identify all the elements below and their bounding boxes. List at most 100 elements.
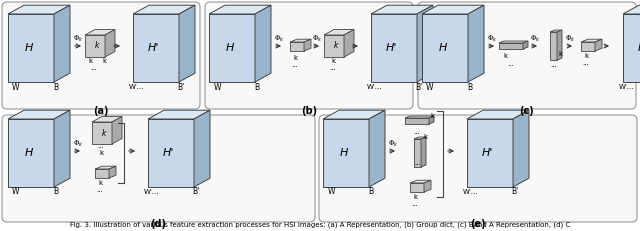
Text: $\Phi_k$: $\Phi_k$ xyxy=(486,34,497,44)
Text: k: k xyxy=(293,55,297,61)
Text: H: H xyxy=(24,43,33,53)
Polygon shape xyxy=(468,5,484,82)
Text: W: W xyxy=(213,82,221,91)
Polygon shape xyxy=(148,119,194,187)
Polygon shape xyxy=(8,110,70,119)
Polygon shape xyxy=(623,5,640,14)
Polygon shape xyxy=(410,183,424,192)
Text: B': B' xyxy=(177,82,184,91)
Polygon shape xyxy=(85,30,115,35)
Polygon shape xyxy=(595,39,602,51)
Text: B: B xyxy=(467,82,472,91)
Polygon shape xyxy=(323,119,369,187)
Polygon shape xyxy=(422,5,484,14)
Text: k: k xyxy=(88,58,92,64)
Polygon shape xyxy=(405,118,429,124)
Text: $\Phi_k$: $\Phi_k$ xyxy=(564,34,575,44)
Polygon shape xyxy=(410,180,431,183)
Text: W'...: W'... xyxy=(463,189,479,195)
Text: W: W xyxy=(12,188,20,197)
Text: H': H' xyxy=(638,43,640,53)
Polygon shape xyxy=(429,116,434,124)
Text: B: B xyxy=(255,82,260,91)
FancyBboxPatch shape xyxy=(418,2,636,109)
Text: H': H' xyxy=(148,43,159,53)
Polygon shape xyxy=(54,110,70,187)
Polygon shape xyxy=(255,5,271,82)
Polygon shape xyxy=(369,110,385,187)
Polygon shape xyxy=(581,42,595,51)
Polygon shape xyxy=(179,5,195,82)
Polygon shape xyxy=(344,30,354,57)
Polygon shape xyxy=(290,39,311,42)
Polygon shape xyxy=(414,137,426,139)
Polygon shape xyxy=(324,35,344,57)
Text: ...: ... xyxy=(97,187,104,193)
Polygon shape xyxy=(8,14,54,82)
Text: H: H xyxy=(339,148,348,158)
Polygon shape xyxy=(95,169,109,178)
FancyBboxPatch shape xyxy=(205,2,413,109)
Polygon shape xyxy=(499,41,528,43)
Text: $\Phi_k$: $\Phi_k$ xyxy=(274,34,284,44)
Polygon shape xyxy=(323,110,385,119)
FancyBboxPatch shape xyxy=(319,115,637,222)
Text: $\Phi_k$: $\Phi_k$ xyxy=(73,139,83,149)
Text: ...: ... xyxy=(330,65,337,71)
Text: k: k xyxy=(98,180,102,186)
Text: $\Phi_k$: $\Phi_k$ xyxy=(73,34,83,44)
Text: H': H' xyxy=(163,148,174,158)
Text: (c): (c) xyxy=(520,106,534,116)
Text: k: k xyxy=(430,113,434,119)
Text: H': H' xyxy=(386,43,397,53)
Polygon shape xyxy=(371,5,433,14)
Text: $\Phi_k$: $\Phi_k$ xyxy=(312,34,323,44)
Text: B': B' xyxy=(193,188,200,197)
Text: ...: ... xyxy=(508,61,515,67)
Text: (e): (e) xyxy=(470,219,486,229)
Polygon shape xyxy=(371,14,417,82)
Text: $\Phi_k$: $\Phi_k$ xyxy=(530,34,540,44)
Text: B: B xyxy=(53,82,59,91)
Text: ...: ... xyxy=(98,143,104,149)
Text: (b): (b) xyxy=(301,106,317,116)
Polygon shape xyxy=(523,41,528,49)
Polygon shape xyxy=(133,5,195,14)
Polygon shape xyxy=(405,116,434,118)
Text: k: k xyxy=(423,134,427,140)
Text: H: H xyxy=(24,148,33,158)
Text: B': B' xyxy=(511,188,518,197)
Text: k: k xyxy=(95,42,99,51)
Polygon shape xyxy=(421,137,426,167)
Text: k: k xyxy=(102,58,106,64)
Polygon shape xyxy=(557,30,562,60)
Text: Fig. 3. Illustration of various feature extraction processes for HSI images: (a): Fig. 3. Illustration of various feature … xyxy=(70,222,570,228)
Text: ...: ... xyxy=(582,60,589,66)
Text: ...: ... xyxy=(413,129,420,135)
Text: k: k xyxy=(102,128,106,137)
Text: k: k xyxy=(503,53,507,59)
Polygon shape xyxy=(8,5,70,14)
Polygon shape xyxy=(550,32,557,60)
Text: k: k xyxy=(584,53,588,59)
Polygon shape xyxy=(499,43,523,49)
Text: B: B xyxy=(369,188,374,197)
Text: W'...: W'... xyxy=(129,84,145,90)
Text: H: H xyxy=(438,43,447,53)
Polygon shape xyxy=(95,166,116,169)
Text: (d): (d) xyxy=(150,219,166,229)
Text: H: H xyxy=(225,43,234,53)
Polygon shape xyxy=(92,122,112,144)
Polygon shape xyxy=(424,180,431,192)
Polygon shape xyxy=(112,116,122,144)
Text: k: k xyxy=(558,51,562,57)
Polygon shape xyxy=(422,14,468,82)
Polygon shape xyxy=(467,119,513,187)
Polygon shape xyxy=(290,42,304,51)
Polygon shape xyxy=(54,5,70,82)
Text: W'...: W'... xyxy=(144,189,160,195)
Text: (a): (a) xyxy=(93,106,109,116)
FancyBboxPatch shape xyxy=(2,115,315,222)
Polygon shape xyxy=(417,5,433,82)
Text: k: k xyxy=(334,42,338,51)
